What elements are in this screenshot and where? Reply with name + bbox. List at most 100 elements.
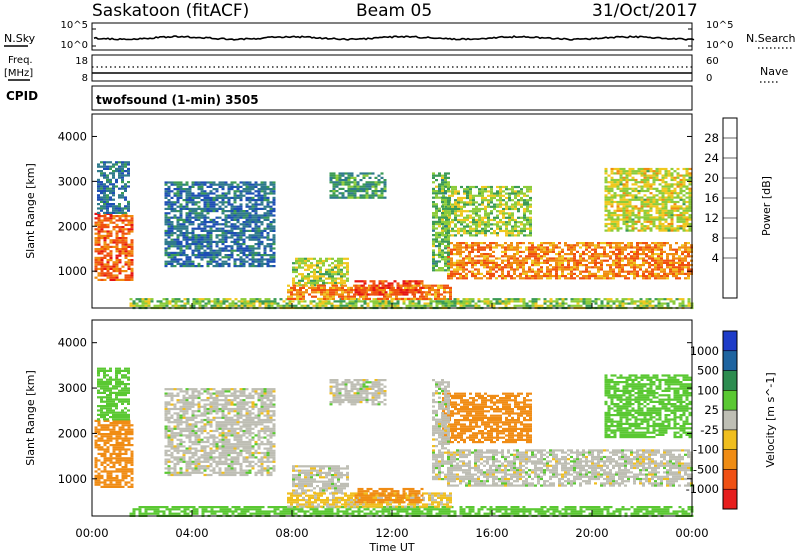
power-cell [555, 257, 558, 260]
power-cell [603, 259, 606, 262]
power-cell [362, 174, 366, 177]
power-cell [627, 272, 630, 275]
power-cell [514, 190, 517, 193]
power-cell [381, 286, 385, 289]
power-cell [374, 181, 378, 184]
power-cell [362, 176, 366, 179]
power-cell [290, 293, 293, 296]
power-cell [221, 183, 225, 186]
power-cell [658, 220, 662, 223]
power-cell [652, 205, 656, 208]
power-cell [618, 304, 622, 307]
power-cell [517, 203, 520, 206]
power-cell [483, 253, 486, 256]
power-cell [242, 223, 246, 226]
power-cell [112, 211, 115, 214]
power-cell [203, 214, 207, 217]
power-cell [198, 302, 202, 305]
power-cell [215, 227, 219, 230]
power-cell [435, 207, 438, 210]
power-cell [660, 268, 663, 271]
power-cell [130, 267, 134, 270]
power-cell [173, 260, 177, 263]
power-cell [100, 200, 103, 203]
power-cell [335, 181, 339, 184]
power-cell [646, 211, 650, 215]
power-cell [597, 253, 600, 256]
power-cell [451, 185, 454, 189]
power-cell [185, 201, 189, 204]
power-cell [245, 245, 249, 248]
power-cell [428, 284, 431, 287]
power-cell [570, 300, 574, 303]
power-cell [489, 248, 492, 251]
power-cell [197, 247, 201, 250]
power-cell [287, 289, 290, 292]
power-cell [621, 250, 624, 253]
power-cell [471, 244, 474, 247]
power-cell [450, 264, 453, 267]
power-cell [664, 209, 668, 212]
power-cell [454, 188, 457, 191]
power-cell [442, 194, 445, 197]
power-cell [573, 277, 576, 280]
power-cell [447, 267, 450, 270]
power-cell [663, 259, 666, 262]
power-cell [414, 280, 418, 283]
power-cell [661, 176, 665, 179]
power-cell [118, 215, 122, 218]
power-cell [251, 247, 255, 250]
power-cell [344, 196, 348, 199]
power-cell [109, 256, 113, 259]
power-cell [607, 187, 611, 190]
power-cell [609, 257, 612, 260]
power-cell [459, 264, 462, 267]
power-cell [619, 181, 623, 184]
power-cell [310, 275, 313, 278]
power-cell [523, 212, 526, 215]
power-cell [115, 245, 119, 248]
power-cell [221, 207, 225, 210]
power-cell [100, 265, 104, 268]
power-cell [606, 255, 609, 258]
power-cell [302, 286, 305, 289]
power-cell [576, 275, 579, 278]
power-cell [124, 239, 128, 242]
power-cell [621, 266, 624, 269]
power-cell [447, 300, 451, 303]
power-cell [543, 300, 547, 303]
power-cell [453, 270, 456, 273]
power-cell [496, 210, 499, 213]
power-cell [236, 243, 240, 246]
power-cell [460, 214, 463, 217]
power-cell [514, 227, 517, 230]
power-cell [657, 304, 661, 307]
power-cell [374, 183, 378, 186]
power-cell [498, 264, 501, 267]
power-cell [612, 268, 615, 271]
power-cell [194, 240, 198, 243]
power-cell [319, 259, 322, 263]
power-cell [112, 187, 115, 190]
power-cell [381, 289, 385, 292]
power-cell [198, 304, 202, 307]
power-cell [209, 207, 213, 210]
power-cell [203, 196, 207, 199]
power-cell [245, 236, 249, 239]
power-cell [344, 284, 347, 287]
power-cell [449, 289, 452, 292]
power-cell [685, 167, 689, 171]
power-cell [449, 286, 452, 289]
power-cell [363, 286, 367, 289]
power-cell [371, 194, 375, 197]
power-cell [670, 176, 674, 179]
power-cell [164, 194, 168, 197]
power-cell [613, 178, 617, 182]
power-cell [618, 259, 621, 262]
power-cell [332, 284, 335, 287]
power-cell [477, 248, 480, 251]
power-cell [621, 298, 625, 301]
power-cell [492, 261, 495, 264]
power-cell [197, 254, 201, 257]
power-cell [636, 304, 640, 307]
